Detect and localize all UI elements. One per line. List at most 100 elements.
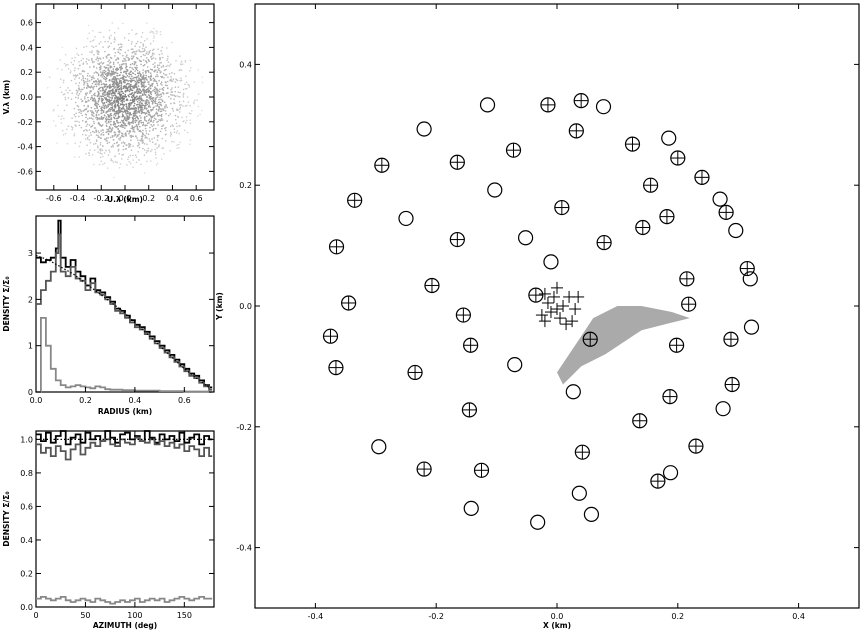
uv-point (153, 119, 155, 122)
uv-point (99, 144, 102, 146)
uv-point (129, 73, 131, 76)
uv-point (118, 97, 121, 99)
uv-point (132, 120, 134, 122)
uv-point (174, 86, 177, 88)
uv-point (117, 102, 120, 105)
uv-point (67, 63, 69, 66)
uv-point (147, 119, 150, 122)
uv-point (121, 101, 124, 103)
uv-point (142, 88, 144, 91)
uv-point (121, 113, 124, 115)
uv-point (137, 151, 139, 153)
uv-point (92, 30, 94, 32)
uv-point (70, 61, 73, 64)
uv-point (150, 120, 152, 123)
uv-point (160, 95, 163, 97)
antenna-circle (398, 210, 414, 227)
uv-point (102, 155, 104, 158)
uv-point (89, 40, 92, 43)
uv-point (132, 154, 134, 157)
uv-point (166, 120, 168, 122)
uv-point (87, 118, 89, 120)
uv-point (126, 75, 129, 77)
uv-point (151, 98, 154, 100)
uv-point (125, 76, 127, 78)
uv-point (143, 116, 146, 118)
uv-point (77, 90, 79, 92)
uv-point (154, 102, 157, 105)
uv-point (92, 76, 94, 79)
uv-point (117, 109, 120, 111)
uv-point (95, 131, 97, 133)
uv-point (161, 84, 163, 86)
uv-point (129, 63, 132, 66)
uv-point (150, 117, 152, 119)
uv-point (119, 64, 121, 66)
uv-point (188, 86, 191, 88)
uv-point (134, 70, 136, 72)
uv-point (125, 60, 127, 62)
uv-point (61, 46, 64, 49)
uv-point (156, 139, 159, 141)
uv-point (113, 78, 115, 80)
uv-point (120, 66, 122, 69)
uv-point (150, 91, 153, 93)
uv-point (173, 141, 175, 143)
uv-point (113, 176, 115, 179)
uv-point (145, 76, 147, 79)
uv-point (79, 110, 82, 112)
uv-point (176, 108, 178, 111)
uv-point (148, 51, 151, 54)
radial-x-axis-label: RADIUS (km) (98, 407, 152, 416)
uv-point (111, 135, 114, 137)
uv-point (97, 99, 100, 102)
uv-point (182, 96, 185, 98)
uv-point (156, 84, 159, 87)
uv-point (128, 115, 131, 117)
uv-point (137, 141, 140, 144)
uv-point (151, 54, 154, 56)
uv-point (138, 122, 140, 124)
uv-ytick-label: 0.0 (20, 93, 33, 102)
uv-point (93, 85, 95, 88)
uv-point (158, 101, 160, 103)
antenna-circle (712, 191, 728, 207)
uv-point (151, 52, 154, 54)
uv-point (196, 99, 198, 101)
uv-point (98, 105, 101, 108)
uv-point (138, 143, 140, 145)
uv-point (130, 70, 132, 73)
uv-point (106, 57, 108, 59)
uv-point (131, 75, 133, 78)
uv-point (113, 72, 115, 75)
uv-point (92, 88, 95, 90)
uv-point (119, 69, 122, 71)
uv-point (97, 53, 99, 55)
uv-point (86, 63, 88, 65)
uv-point (129, 122, 131, 124)
uv-point (170, 88, 172, 91)
uv-point (155, 164, 158, 166)
uv-point (156, 136, 159, 138)
uv-point (149, 68, 152, 71)
uv-point (83, 70, 86, 73)
uv-point (182, 100, 185, 102)
uv-point (106, 167, 109, 169)
uv-point (112, 94, 115, 97)
uv-point (64, 98, 67, 101)
uv-point (142, 44, 144, 46)
uv-point (157, 48, 159, 50)
uv-point (146, 149, 148, 152)
uv-point (169, 63, 172, 65)
uv-point (136, 87, 139, 90)
uv-point (166, 59, 168, 61)
uv-point (104, 104, 106, 106)
uv-point (97, 60, 99, 62)
uv-point (140, 74, 142, 76)
uv-point (131, 62, 134, 65)
layout-ytick-label: -0.4 (236, 544, 252, 553)
uv-point (150, 56, 152, 58)
uv-point (63, 117, 65, 120)
uv-point (72, 74, 75, 77)
uv-point (118, 130, 121, 132)
